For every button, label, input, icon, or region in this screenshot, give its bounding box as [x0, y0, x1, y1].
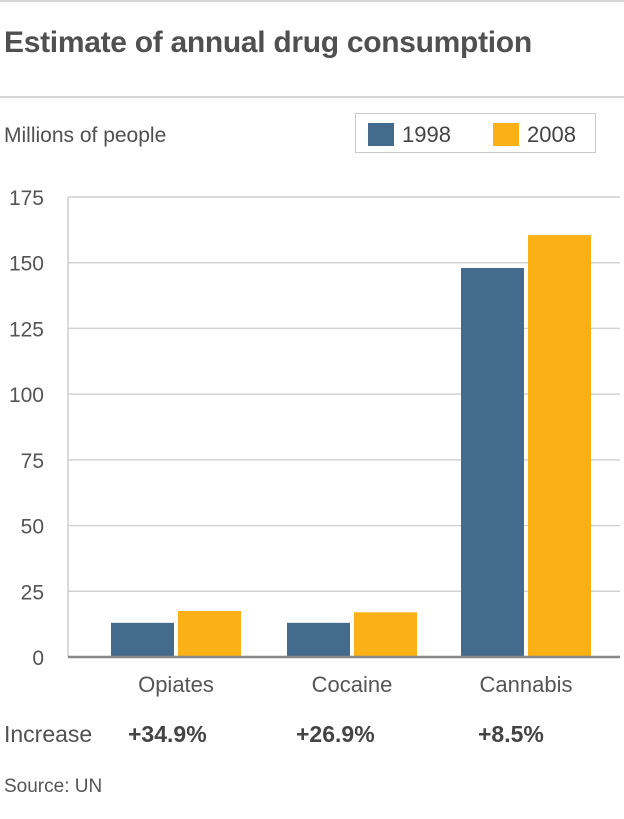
- legend-label-2008: 2008: [527, 122, 576, 147]
- increase-cocaine: +26.9%: [296, 721, 375, 747]
- bar-cocaine-2008: [354, 612, 417, 657]
- bar-cocaine-1998: [287, 622, 350, 657]
- increase-label: Increase: [4, 721, 93, 747]
- legend-swatch-2008: [493, 123, 519, 146]
- y-tick-label: 75: [21, 450, 44, 473]
- source-note: Source: UN: [4, 776, 103, 797]
- y-tick-label: 100: [9, 384, 44, 407]
- y-tick-label: 125: [9, 318, 44, 341]
- y-tick-label: 50: [21, 516, 44, 539]
- unit-label: Millions of people: [4, 124, 167, 147]
- increase-cannabis: +8.5%: [478, 721, 544, 747]
- x-tick-label: Cannabis: [480, 672, 573, 697]
- bar-opiates-2008: [178, 611, 241, 657]
- y-tick-label: 175: [9, 187, 44, 210]
- increase-opiates: +34.9%: [128, 721, 207, 747]
- chart-title: Estimate of annual drug consumption: [4, 26, 532, 59]
- legend-swatch-1998: [368, 123, 394, 146]
- y-tick-label: 25: [21, 581, 44, 604]
- legend-label-1998: 1998: [402, 122, 451, 147]
- y-tick-label: 150: [9, 253, 44, 276]
- bar-chart: 0 25 50 75 100 125 150 175 Opiates Cocaine Cannabi…: [9, 187, 620, 697]
- legend: 1998 2008: [355, 113, 596, 153]
- x-tick-label: Cocaine: [312, 672, 393, 697]
- x-tick-label: Opiates: [138, 672, 214, 697]
- title-divider: [0, 96, 624, 98]
- bar-opiates-1998: [111, 622, 174, 657]
- bar-cannabis-1998: [461, 267, 524, 657]
- bar-cannabis-2008: [528, 235, 591, 657]
- top-rule: [0, 0, 624, 2]
- y-tick-label: 0: [32, 647, 44, 670]
